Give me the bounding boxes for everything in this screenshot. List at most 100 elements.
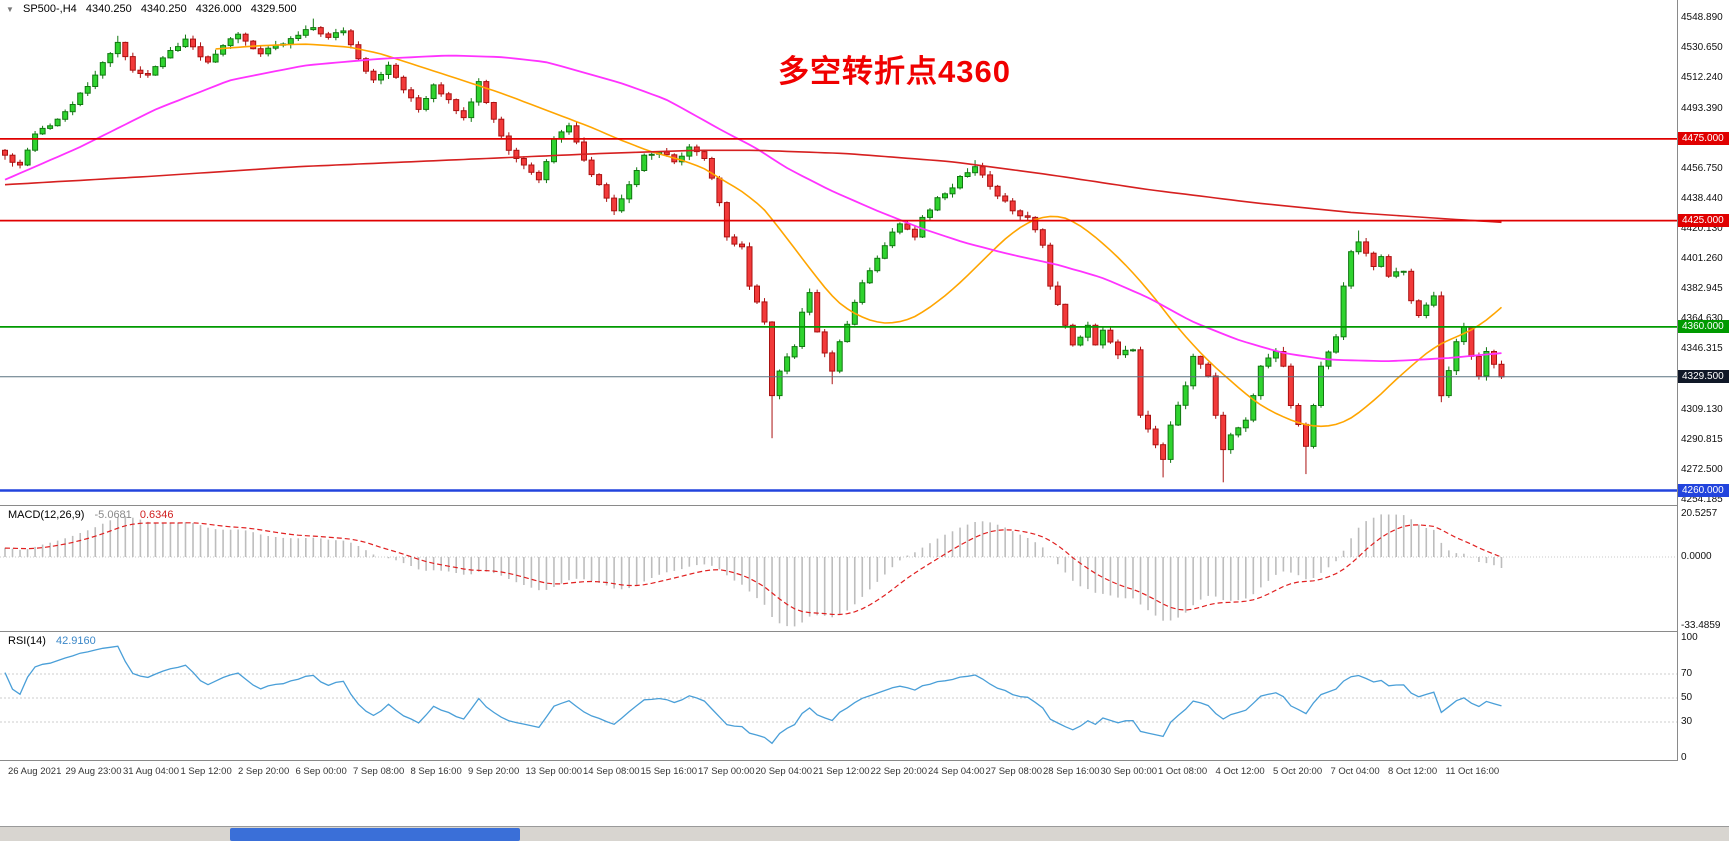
candle-body bbox=[1002, 195, 1009, 202]
candle-body bbox=[836, 341, 843, 372]
candle-body bbox=[874, 257, 881, 272]
candle-body bbox=[1408, 270, 1415, 302]
candle-body bbox=[581, 141, 587, 161]
price-tick-label: 4530.650 bbox=[1681, 41, 1723, 53]
rsi-scale-label: 0 bbox=[1681, 752, 1687, 763]
candle-body bbox=[175, 46, 181, 51]
candle-body bbox=[17, 161, 23, 166]
candle-body bbox=[363, 58, 369, 72]
time-axis-label: 1 Sep 12:00 bbox=[180, 766, 232, 777]
candle-body bbox=[227, 38, 234, 47]
candle-body bbox=[626, 184, 633, 200]
candle-body bbox=[505, 135, 512, 151]
candle-body bbox=[1099, 329, 1106, 346]
candle-body bbox=[340, 30, 347, 34]
time-axis-label: 30 Sep 00:00 bbox=[1100, 766, 1158, 777]
candle-body bbox=[265, 47, 272, 55]
candle-body bbox=[806, 292, 813, 313]
candle-body bbox=[62, 111, 69, 120]
candle-body bbox=[430, 84, 437, 100]
rsi-scale-label: 100 bbox=[1681, 632, 1698, 643]
macd-panel bbox=[0, 514, 1677, 627]
candle-body bbox=[957, 176, 963, 189]
candle-body bbox=[1069, 324, 1076, 346]
candle-body bbox=[242, 33, 249, 42]
candle-body bbox=[1318, 365, 1324, 407]
candle-body bbox=[69, 104, 76, 113]
candle-body bbox=[520, 158, 527, 166]
candles bbox=[2, 18, 1505, 483]
candle-body bbox=[543, 161, 550, 181]
candle-body bbox=[1062, 303, 1069, 326]
scrollbar-thumb[interactable] bbox=[230, 828, 520, 841]
candle-body bbox=[1272, 351, 1279, 359]
candle-body bbox=[1355, 241, 1362, 253]
candle-body bbox=[107, 53, 114, 64]
candle-body bbox=[1491, 351, 1497, 365]
price-tick-label: 4493.390 bbox=[1681, 102, 1723, 114]
candle-body bbox=[317, 27, 324, 35]
collapse-marker-icon[interactable]: ▼ bbox=[6, 5, 14, 14]
candle-body bbox=[769, 321, 775, 397]
candle-body bbox=[1400, 270, 1407, 273]
candle-body bbox=[1054, 285, 1061, 305]
time-axis-label: 6 Sep 00:00 bbox=[295, 766, 347, 777]
candle-body bbox=[942, 193, 948, 199]
candle-body bbox=[573, 125, 580, 143]
ma-slow-line[interactable] bbox=[4, 149, 1502, 224]
candle-body bbox=[987, 174, 994, 187]
time-axis-label: 20 Sep 04:00 bbox=[755, 766, 813, 777]
candle-body bbox=[1483, 351, 1490, 377]
candle-body bbox=[1280, 351, 1287, 367]
candle-body bbox=[212, 53, 219, 63]
time-scale[interactable]: 26 Aug 2021 29 Aug 23:00 31 Aug 04:00 1 Sep… bbox=[0, 761, 1729, 787]
candle-body bbox=[332, 32, 339, 38]
candle-body bbox=[1145, 414, 1151, 430]
horizontal-scrollbar[interactable] bbox=[0, 826, 1729, 841]
candle-body bbox=[400, 76, 407, 91]
time-axis-label: 7 Sep 08:00 bbox=[353, 766, 405, 777]
candle-body bbox=[1115, 341, 1121, 356]
price-tick-label: 4382.945 bbox=[1681, 283, 1723, 295]
candle-body bbox=[1303, 423, 1309, 447]
price-line-badge: 4425.000 bbox=[1678, 213, 1729, 227]
candle-body bbox=[1475, 355, 1482, 377]
price-scale[interactable]: 4548.890 4530.650 4512.240 4493.390 4456.750… bbox=[1677, 0, 1729, 763]
time-axis-label: 22 Sep 20:00 bbox=[870, 766, 928, 777]
candle-body bbox=[1250, 395, 1257, 421]
candle-body bbox=[754, 285, 760, 303]
main-price-panel bbox=[2, 18, 1505, 483]
candle-body bbox=[1182, 385, 1189, 406]
candle-body bbox=[784, 356, 791, 372]
candle-body bbox=[1212, 375, 1219, 416]
candle-body bbox=[1024, 215, 1031, 218]
candle-body bbox=[866, 270, 873, 284]
candle-body bbox=[347, 30, 354, 46]
ma-mid-line[interactable] bbox=[4, 54, 1502, 362]
candle-body bbox=[1220, 414, 1227, 451]
candle-body bbox=[1009, 200, 1016, 212]
price-tick-label: 4420.130 bbox=[1681, 222, 1723, 234]
candle-body bbox=[558, 131, 565, 140]
candle-body bbox=[1423, 304, 1430, 317]
candle-body bbox=[596, 174, 603, 186]
candle-body bbox=[39, 127, 46, 135]
candle-body bbox=[295, 34, 302, 39]
symbol-ohlc-header: ▼ SP500-,H4 4340.250 4340.250 4326.000 4… bbox=[6, 3, 303, 15]
candle-body bbox=[859, 282, 866, 303]
time-axis-label: 9 Sep 20:00 bbox=[468, 766, 520, 777]
ma-fast-line[interactable] bbox=[215, 43, 1503, 428]
candle-body bbox=[84, 86, 91, 94]
candle-body bbox=[513, 149, 520, 160]
candle-body bbox=[566, 125, 572, 133]
price-tick-label: 4254.185 bbox=[1681, 494, 1723, 505]
chart-annotation[interactable]: 多空转折点4360 bbox=[778, 54, 1011, 89]
candle-body bbox=[1348, 251, 1355, 287]
candle-body bbox=[408, 89, 415, 99]
candle-body bbox=[1227, 434, 1234, 451]
candle-body bbox=[1257, 365, 1264, 397]
candle-body bbox=[1032, 216, 1039, 231]
candle-body bbox=[9, 154, 16, 163]
